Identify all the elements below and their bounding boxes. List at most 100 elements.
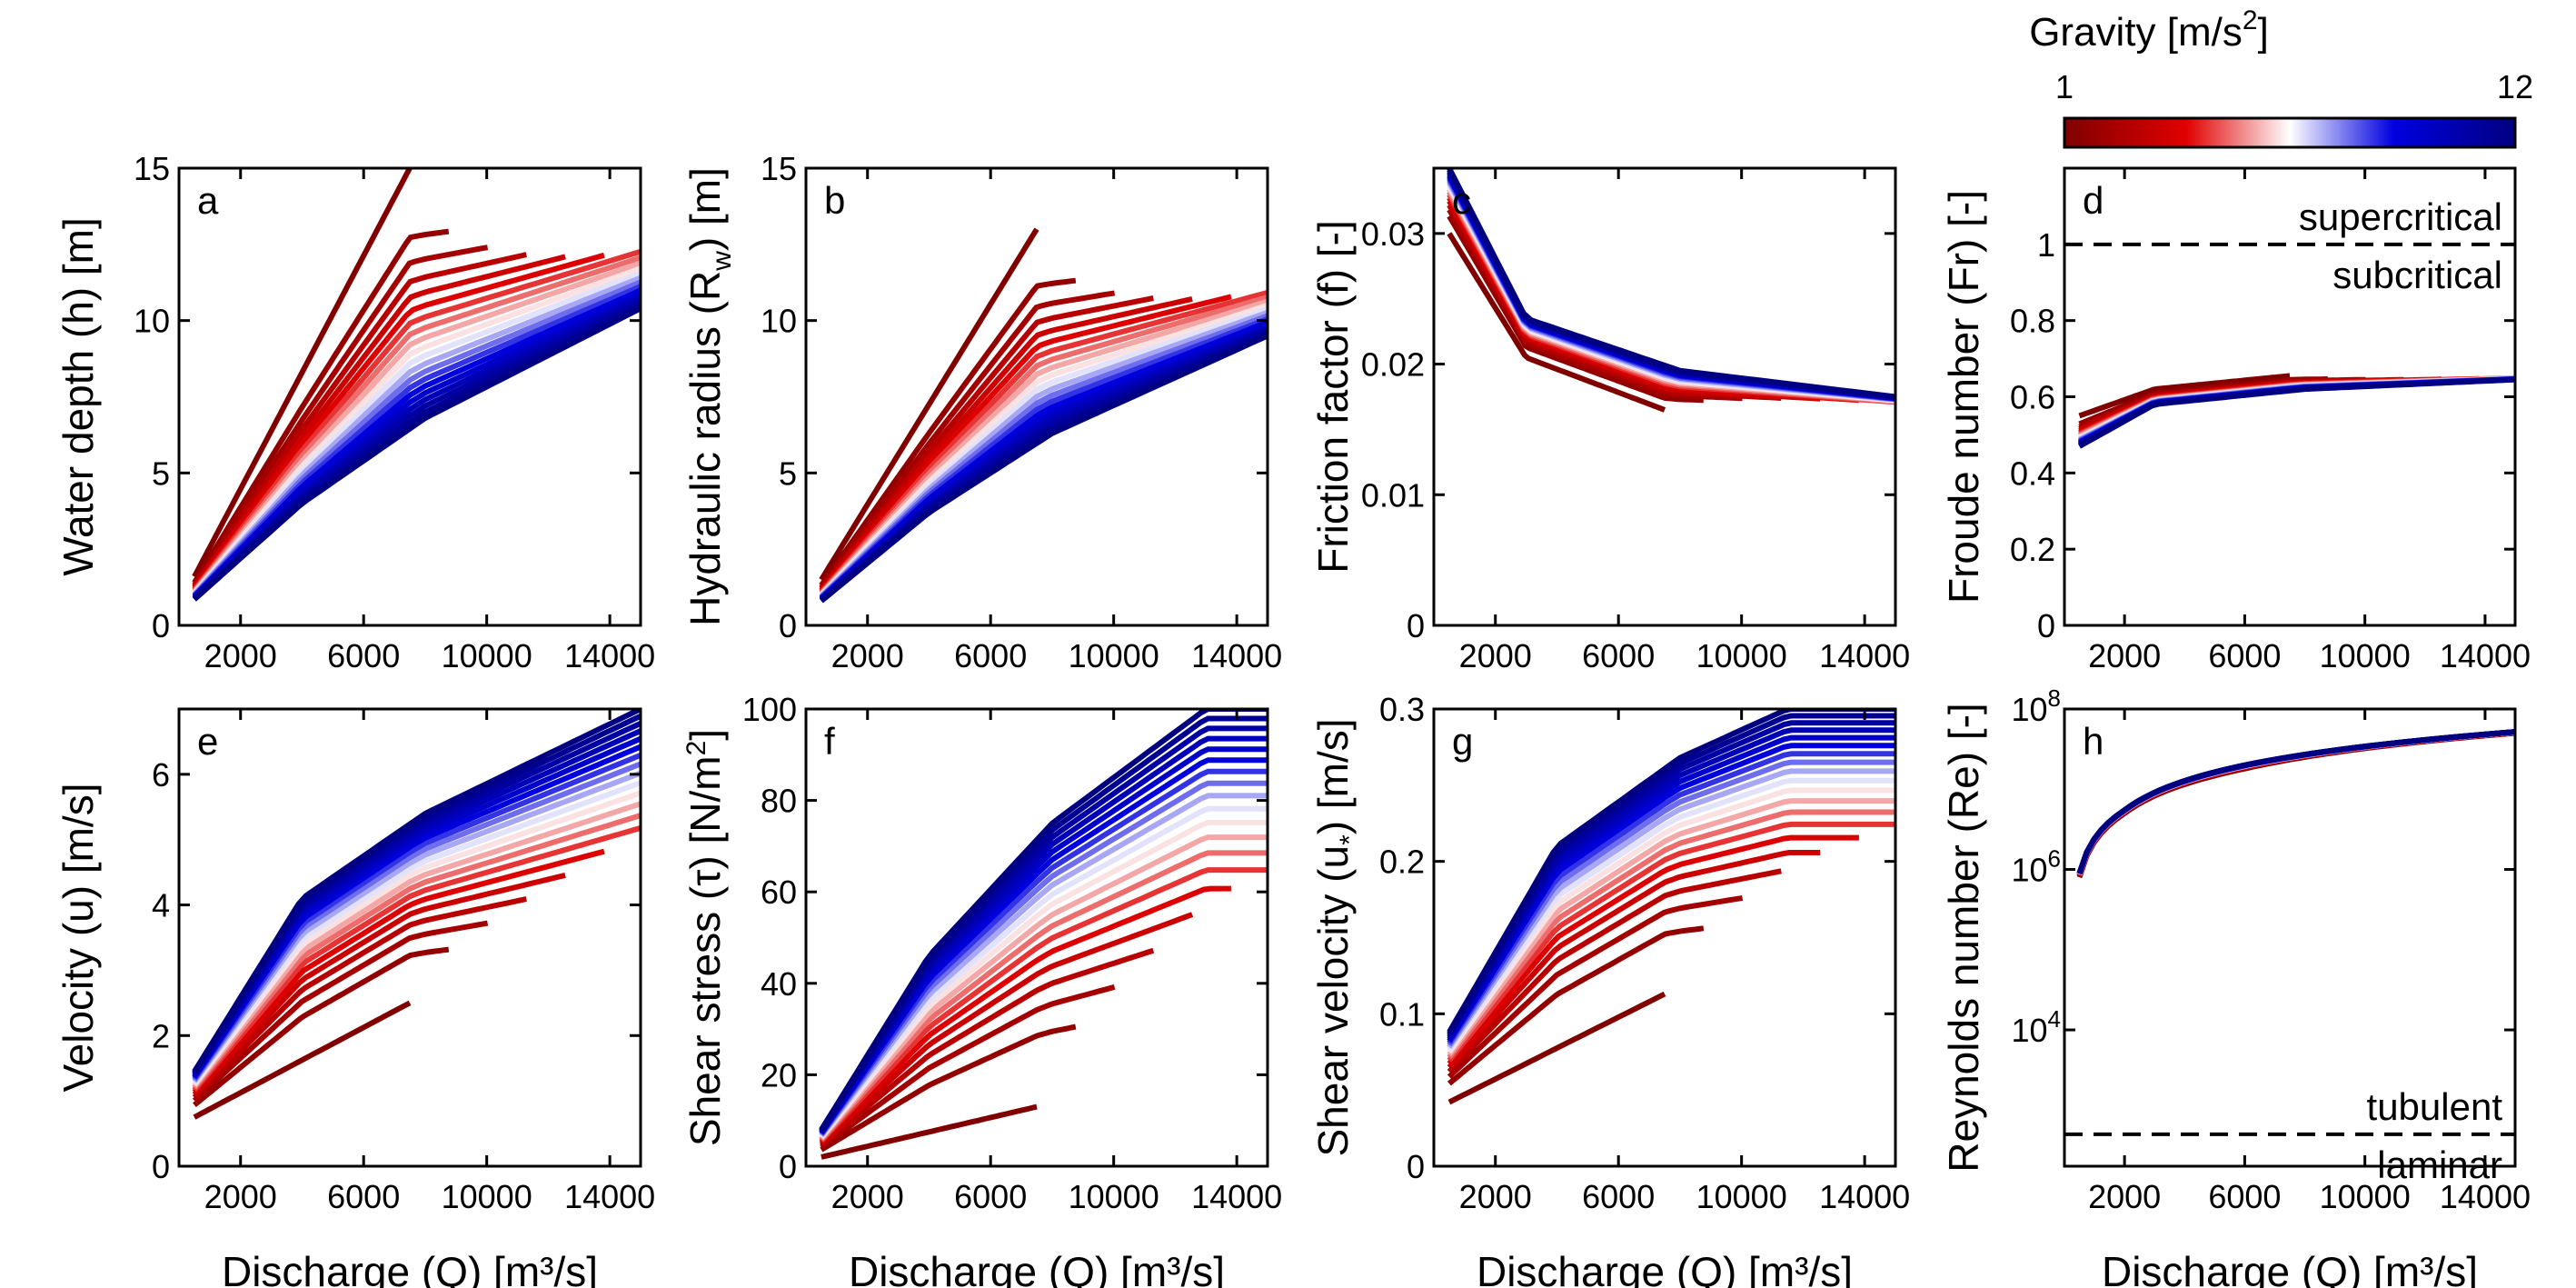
series-line-g6.8 <box>1447 777 1895 1052</box>
panel-e: 2000 6000 10000 14000 0 2 4 6e Velocity (u) [m/s… <box>55 707 655 1288</box>
panel-label: a <box>197 179 219 222</box>
x-tick-label: 2000 <box>1459 637 1532 674</box>
y-tick-label: 0.03 <box>1361 215 1425 253</box>
y-tick-label: 80 <box>761 783 797 820</box>
plot-frame <box>177 707 642 1168</box>
series-line-g1.0 <box>192 168 413 578</box>
y-tick-label: 0.2 <box>1379 844 1425 881</box>
panel-label: e <box>197 720 218 763</box>
y-axis-label: Froude number (Fr) [-] <box>1940 190 1987 604</box>
x-tick-label: 14000 <box>2440 637 2531 674</box>
colorbar-gradient <box>2063 116 2517 149</box>
x-tick-label: 14000 <box>1191 1178 1282 1215</box>
x-axis-label: Discharge (Q) [m³/s] <box>1477 1248 1853 1288</box>
series-line-g11.4 <box>1447 168 1895 400</box>
series-line-g12.0 <box>192 305 641 602</box>
y-tick-label: 10 <box>761 303 797 340</box>
panel-d: supercritical subcritical 2000 6000 10000 140… <box>1940 166 2531 674</box>
series-line-g5.6 <box>192 801 641 1088</box>
series-line-g5.1 <box>819 850 1268 1142</box>
series-line-g7.4 <box>1447 768 1895 1049</box>
series-line-g2.2 <box>1447 894 1744 1079</box>
y-tick-label: 0 <box>152 1148 170 1185</box>
series-line-g1.0 <box>2078 373 2291 419</box>
y-tick-label: 0 <box>2037 607 2055 644</box>
x-tick-label: 2000 <box>831 1178 904 1215</box>
series-line-g5.1 <box>1447 809 1895 1060</box>
panel-f: 2000 6000 10000 14000 0 20 40 60 80 100 f Shear str… <box>681 691 1282 1288</box>
x-axis-label: Discharge (Q) [m³/s] <box>2102 1248 2478 1288</box>
x-tick-label: 10000 <box>1696 1178 1787 1215</box>
annotation-above: tubulent <box>2367 1085 2503 1128</box>
x-tick-label: 2000 <box>2088 637 2161 674</box>
series-line-g12.0 <box>1447 709 1895 1034</box>
series-line-g1.0 <box>821 1103 1038 1160</box>
panel-c: 2000 6000 10000 14000 0 0.01 0.02 0.03 c Friction… <box>1309 166 1910 674</box>
x-axis-label: Discharge (Q) [m³/s] <box>849 1248 1225 1288</box>
series-line-g2.7 <box>192 896 527 1100</box>
plot-frame <box>177 166 642 627</box>
y-tick-label: 106 <box>2011 845 2061 889</box>
x-tick-label: 2000 <box>831 637 904 674</box>
x-tick-label: 10000 <box>2320 1178 2411 1215</box>
plot-frame <box>804 707 1269 1168</box>
series-line-g3.9 <box>1447 834 1859 1066</box>
y-tick-label: 100 <box>742 691 797 728</box>
x-tick-label: 14000 <box>564 1178 655 1215</box>
y-axis-label: Shear velocity (u*) [m/s] <box>1309 718 1365 1156</box>
y-tick-label: 20 <box>761 1056 797 1093</box>
series-line-g5.1 <box>192 813 641 1090</box>
x-tick-label: 6000 <box>1582 637 1655 674</box>
series-line-g2.2 <box>820 983 1116 1150</box>
series-line-g1.0 <box>819 227 1039 582</box>
y-tick-label: 1 <box>2037 226 2055 264</box>
y-tick-label: 10 <box>134 303 170 340</box>
series-line-g12.0 <box>2076 729 2515 874</box>
x-tick-label: 6000 <box>954 1178 1027 1215</box>
series-line-g1.6 <box>193 946 450 1108</box>
series-line-g1.0 <box>193 1000 412 1120</box>
x-axis-label: Discharge (Q) [m³/s] <box>222 1248 598 1288</box>
x-tick-label: 10000 <box>1069 637 1159 674</box>
series-group <box>192 168 641 602</box>
plot-frame <box>804 166 1269 627</box>
series-line-g5.6 <box>819 834 1268 1141</box>
x-tick-label: 10000 <box>1069 1178 1159 1215</box>
annotation-above: supercritical <box>2299 195 2502 238</box>
colorbar: Gravity [m/s2] 1 12 <box>2029 5 2533 149</box>
x-tick-label: 14000 <box>564 637 655 674</box>
series-group <box>819 227 1268 604</box>
x-tick-label: 6000 <box>954 637 1027 674</box>
annotation-below: subcritical <box>2332 254 2502 296</box>
panel-label: c <box>1452 179 1471 222</box>
series-line-g4.5 <box>1447 821 1895 1063</box>
series-line-g10.3 <box>1447 171 1895 401</box>
y-tick-label: 0 <box>1407 607 1425 644</box>
series-line-g3.9 <box>192 848 605 1094</box>
series-line-g1.6 <box>819 277 1077 587</box>
x-tick-label: 2000 <box>204 1178 277 1215</box>
series-group <box>819 709 1268 1160</box>
x-tick-label: 14000 <box>1819 637 1910 674</box>
series-line-g12.0 <box>820 333 1268 604</box>
colorbar-max-label: 12 <box>2497 68 2533 105</box>
panel-label: f <box>824 720 835 763</box>
series-group <box>2076 729 2515 879</box>
series-line-g3.3 <box>1447 850 1821 1070</box>
y-tick-label: 0.01 <box>1361 476 1425 514</box>
x-tick-label: 14000 <box>1191 637 1282 674</box>
y-tick-label: 40 <box>761 965 797 1003</box>
y-tick-label: 15 <box>134 150 170 187</box>
x-tick-label: 14000 <box>2440 1178 2531 1215</box>
x-tick-label: 2000 <box>2088 1178 2161 1215</box>
x-tick-label: 6000 <box>327 637 400 674</box>
plot-frame <box>2063 707 2517 1168</box>
series-line-g9.1 <box>1447 175 1895 402</box>
series-line-g4.5 <box>192 825 641 1093</box>
series-line-g1.6 <box>192 228 450 584</box>
panel-label: b <box>824 179 845 222</box>
series-line-g10.8 <box>1447 170 1895 401</box>
colorbar-title: Gravity [m/s2] <box>2029 5 2269 55</box>
